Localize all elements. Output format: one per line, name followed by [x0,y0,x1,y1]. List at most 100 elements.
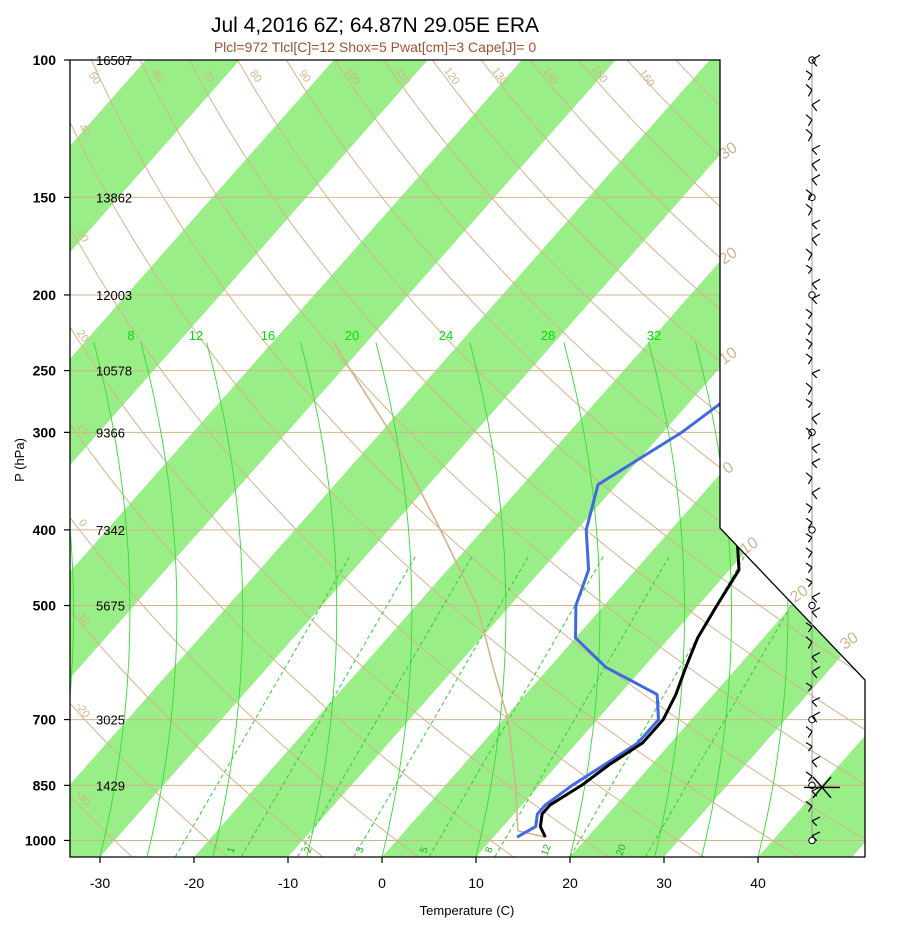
wind-barb [805,398,813,409]
dry-adiabat-label: 0 [76,517,89,529]
dry-adiabat-label: 60 [149,68,166,85]
temperature-tick-label: 40 [750,875,766,891]
mixing-ratio-label: 32 [647,328,661,343]
dry-adiabat [70,60,228,857]
temperature-tick-label: -10 [278,875,298,891]
temperature-axis: -30 -20 -10 0 10 20 30 40 [90,857,766,891]
dry-adiabat-label: 120 [441,65,461,87]
wind-barb [811,711,821,723]
wind-barb [811,755,821,768]
dry-adiabat-label: 80 [247,68,264,85]
wind-barb [811,54,821,67]
temperature-tick-label: 10 [468,875,484,891]
wind-barb-cluster [821,786,832,799]
wind-barb [805,114,813,127]
dry-adiabat-label: 40 [76,122,93,139]
mixing-ratio-labels: 8 12 16 20 24 28 321 2 3 5 8 12 20 [127,328,661,857]
wind-barb [805,636,813,649]
pressure-tick-label: 400 [33,522,57,538]
wind-barb-cluster [812,786,823,799]
isotherm-bands [70,60,865,857]
pressure-tick-label: 200 [33,287,57,303]
wind-barb [811,174,821,186]
temperature-tick-label: 30 [656,875,672,891]
dry-adiabat [188,60,865,857]
pressure-tick-label: 150 [33,189,57,205]
wind-barb [811,607,821,618]
mixing-ratio-label: 28 [541,328,555,343]
pressure-tick-label: 500 [33,598,57,614]
wind-barb [805,323,813,336]
moist-adiabat-label: 0 [720,459,737,478]
temperature-tick-label: 20 [562,875,578,891]
mixing-ratio-line [93,342,131,857]
plot-frame [69,59,866,858]
wind-barb-cluster [812,776,823,788]
wind-barb [811,458,821,469]
height-label: 13862 [96,190,132,205]
wind-barb [811,592,821,603]
height-label: 9366 [96,425,125,440]
dry-adiabat [139,60,865,857]
moist-adiabat-label: 30 [837,629,861,653]
wind-barb [811,99,821,112]
mixing-ratio-label: 1 [226,845,238,854]
mixing-ratio-line [140,342,178,857]
isotherm-band [758,60,865,857]
wind-barb [805,128,813,142]
wind-barb [805,800,813,813]
wind-level-marker [808,601,816,610]
parcel-line [332,341,546,838]
pressure-tick-label: 700 [33,712,57,728]
wind-barb [811,278,821,290]
wind-barb-cluster [821,776,832,788]
height-label: 10578 [96,364,132,379]
pressure-axis: 100 150 200 250 300 400 500 700 850 1000 [25,52,70,848]
wind-barb [805,248,813,261]
mixing-ratio-line [751,342,789,857]
mixing-ratio-label: 5 [419,845,431,854]
wind-barb [811,651,821,663]
wind-barb [805,771,813,782]
wind-barb [811,294,821,305]
mixing-ratio-line [469,342,507,857]
dry-adiabat [91,60,865,857]
dry-adiabat [334,60,865,857]
wind-barb [805,353,813,365]
wind-level-marker [808,836,816,845]
wind-barb [805,533,813,543]
wind-barb [805,189,813,201]
mixing-ratio-label: 8 [484,845,496,854]
wind-barb [811,369,821,379]
wind-barb [805,472,813,485]
dry-adiabat-label: 30 [74,228,91,245]
mixing-ratio-line [300,342,338,857]
wind-barb [811,831,821,842]
wind-barb [811,412,821,425]
wind-barb [805,578,813,588]
mixing-ratio-label: 24 [439,328,453,343]
temperature-tick-label: -20 [184,875,204,891]
dry-adiabat-label: -20 [73,700,92,720]
isotherm-band [70,60,428,857]
height-label: 16507 [96,53,132,68]
dry-adiabat [70,60,609,857]
dry-adiabat [70,60,705,857]
height-label: 5675 [96,599,125,614]
dry-adiabat-label: 50 [86,70,103,87]
pressure-tick-label: 100 [33,52,57,68]
mixing-ratio-label: 12 [189,328,203,343]
wind-barb [805,70,813,81]
chart-title: Jul 4,2016 6Z; 64.87N 29.05E ERA [211,14,539,37]
dry-adiabat [70,60,419,857]
dry-adiabat [70,60,324,857]
wind-barb [805,503,813,514]
parcel-path [332,341,546,838]
wind-barb [805,741,813,752]
wind-barb [805,682,813,692]
wind-barb [805,562,813,574]
height-label: 12003 [96,288,132,303]
wind-barb [811,696,821,708]
